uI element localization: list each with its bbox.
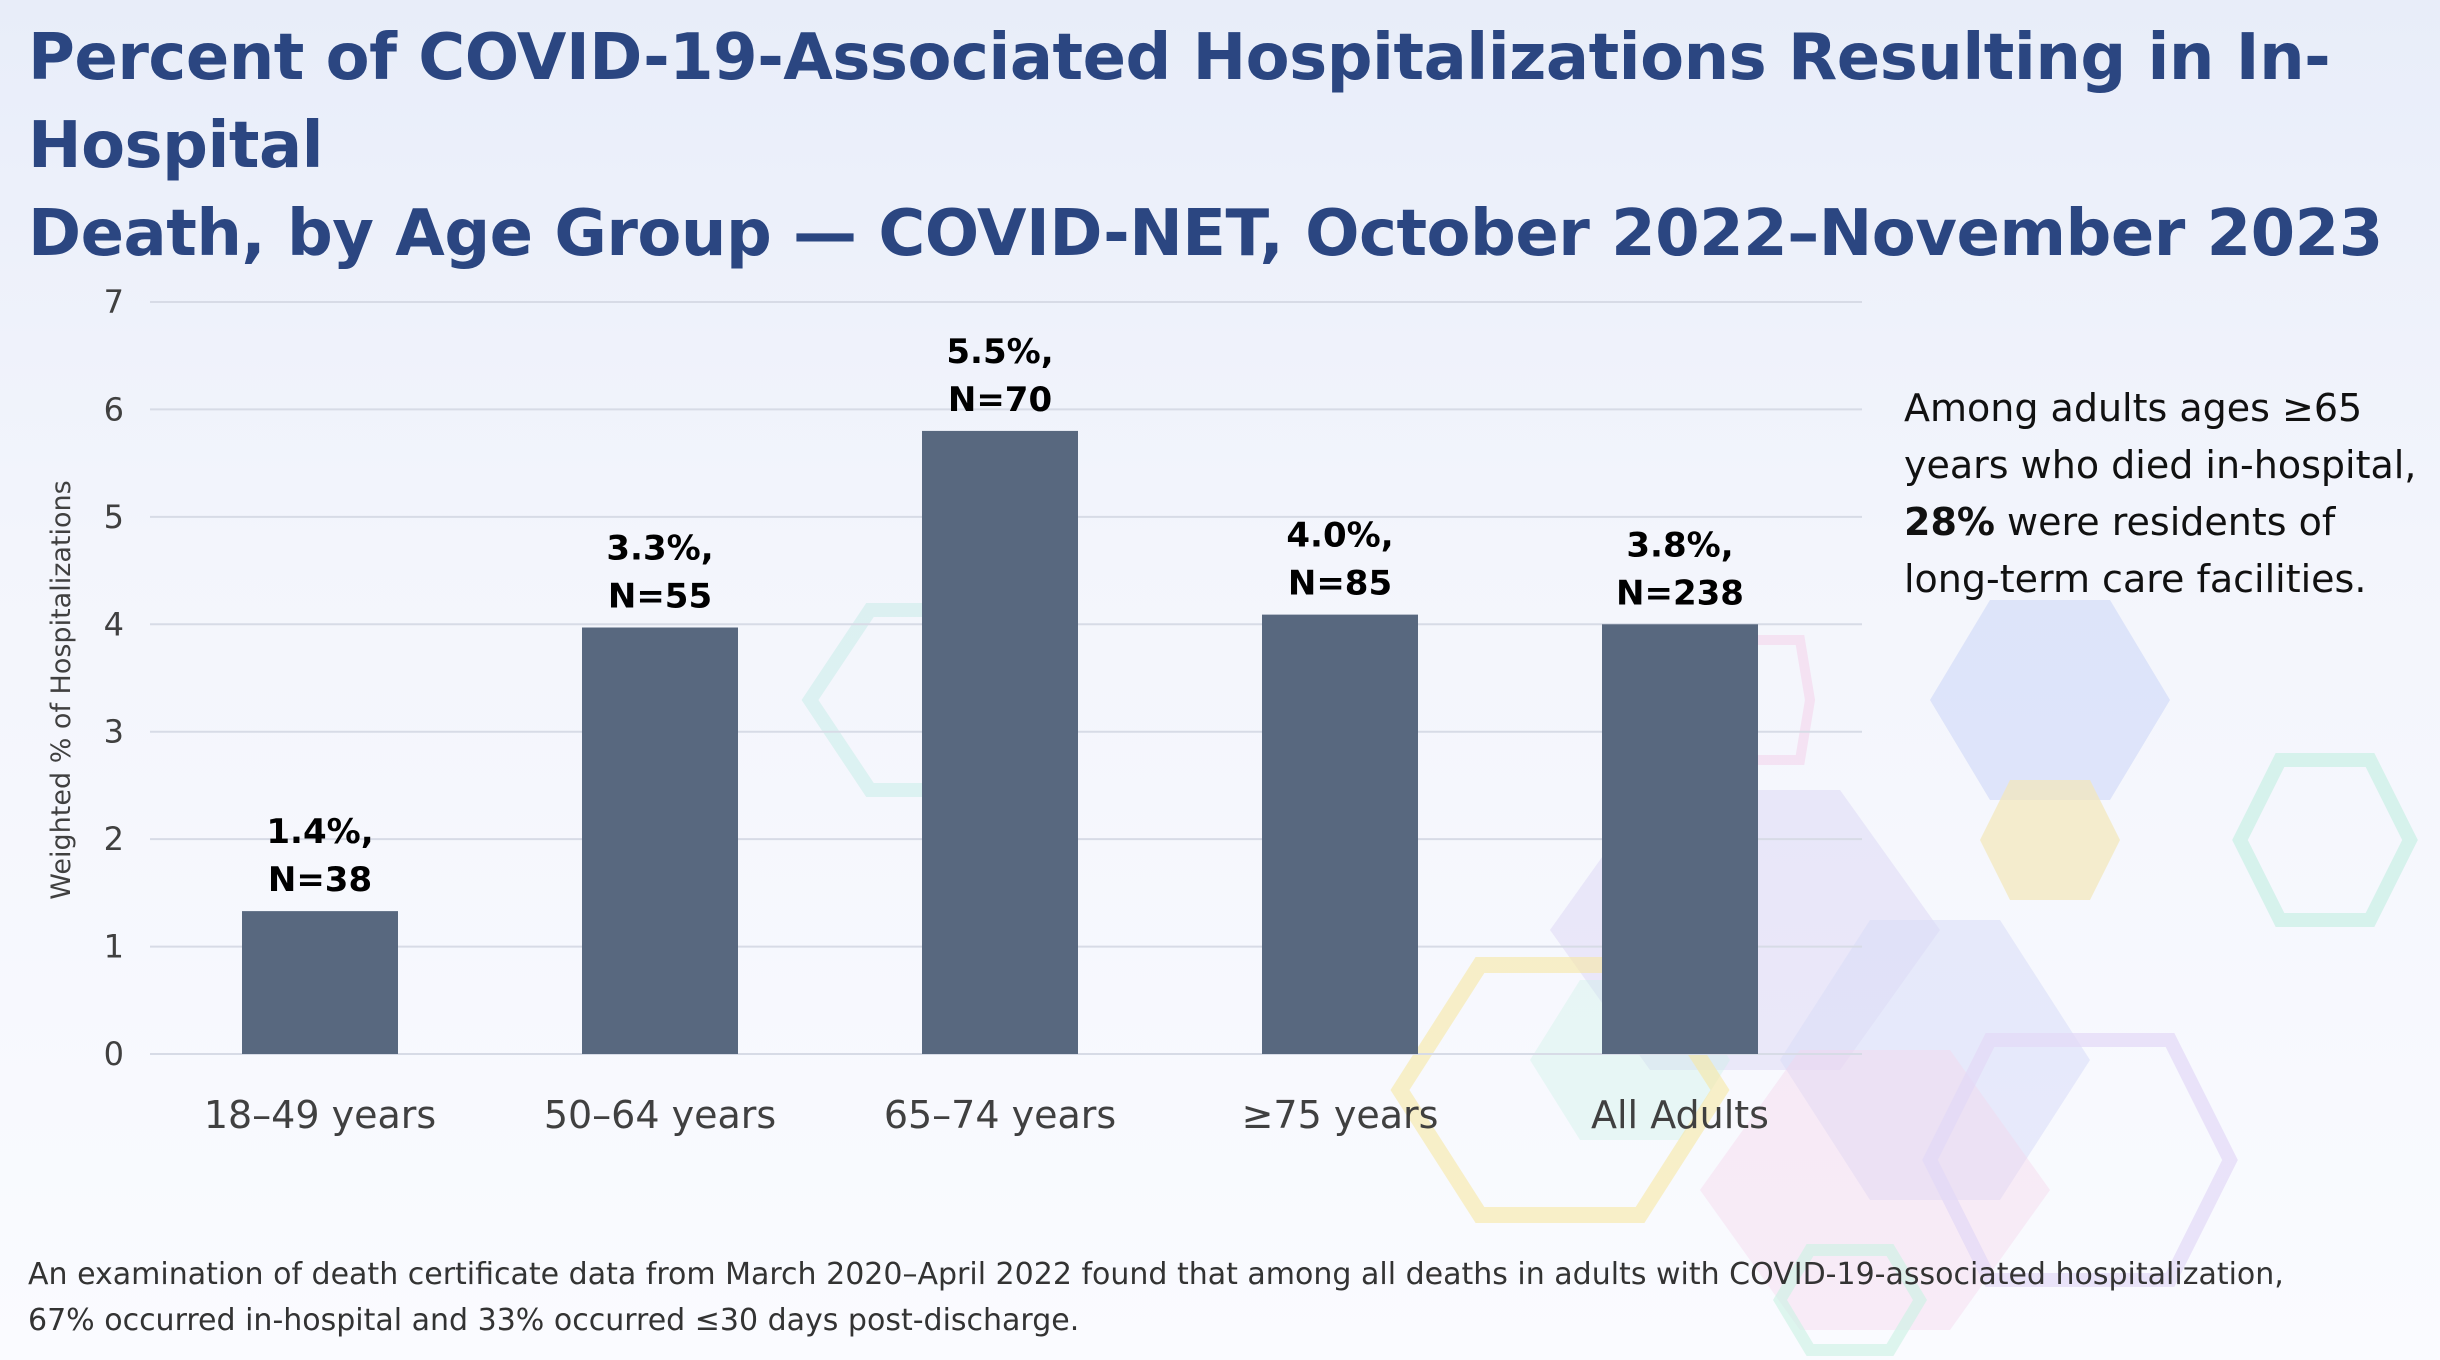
callout-line-3-rest: were residents of [1994,500,2336,544]
callout-line-4: long-term care facilities. [1904,557,2367,601]
hexagon-decoration [2232,753,2418,927]
hexagon-decoration [1980,780,2120,900]
x-tick-label: 18–49 years [204,1093,436,1137]
data-label: N=70 [948,380,1052,420]
bar [582,627,738,1054]
data-label: 3.3%, [606,529,713,569]
bar [1602,624,1758,1054]
x-tick-label: 50–64 years [544,1093,776,1137]
y-tick-label: 6 [104,390,124,428]
data-label: N=38 [268,860,372,900]
x-tick-label: 65–74 years [884,1093,1116,1137]
data-label: 4.0%, [1286,516,1393,556]
chart-title: Percent of COVID-19-Associated Hospitali… [28,14,2408,278]
callout-text: Among adults ages ≥65 years who died in-… [1904,380,2424,608]
bars [242,430,1758,1054]
data-label: 5.5%, [946,332,1053,372]
y-axis-label: Weighted % of Hospitalizations [46,480,77,899]
data-label: N=55 [608,577,712,617]
hexagon-decoration [1700,1050,2050,1330]
y-tick-label: 7 [104,283,124,321]
y-tick-label: 4 [104,605,124,643]
data-label: 3.8%, [1626,525,1733,565]
footnote-line-1: An examination of death certificate data… [28,1257,2284,1292]
bar [242,911,398,1054]
bar [1262,614,1418,1054]
x-tick-labels: 18–49 years 50–64 years 65–74 years ≥75 yea… [204,1093,1769,1137]
callout-line-2: years who died in-hospital, [1904,443,2417,487]
hexagon-decoration [1773,1244,1927,1356]
x-tick-label: All Adults [1591,1093,1769,1137]
data-label: 1.4%, [266,812,373,852]
x-tick-label: ≥75 years [1242,1093,1439,1137]
callout-line-1: Among adults ages ≥65 [1904,386,2363,430]
chart-title-line-2: Death, by Age Group — COVID-NET, October… [28,197,2383,271]
data-label: N=85 [1288,564,1392,604]
y-tick-label: 5 [104,498,124,536]
footnote: An examination of death certificate data… [28,1252,2418,1344]
hexagon-decoration [1390,957,1730,1223]
y-tick-label: 2 [104,820,124,858]
y-tick-label: 1 [104,928,124,966]
y-tick-label: 0 [104,1035,124,1073]
callout-line-3: 28% were residents of [1904,494,2424,551]
data-label: N=238 [1616,573,1744,613]
hexagon-decoration [1930,600,2170,800]
chart-title-line-1: Percent of COVID-19-Associated Hospitali… [28,21,2331,183]
bar [922,430,1078,1054]
y-tick-label: 3 [104,713,124,751]
data-labels: 1.4%, N=38 3.3%, N=55 5.5%, N=70 4.0%, N=85 3.8%… [266,332,1744,900]
y-tick-labels: 0 1 2 3 4 5 6 7 [104,283,124,1073]
footnote-line-2: 67% occurred in-hospital and 33% occurre… [28,1303,1080,1338]
callout-highlight: 28% [1904,500,1995,544]
hexagon-decoration [1922,1033,2238,1287]
hexagon-decoration [1780,920,2090,1200]
